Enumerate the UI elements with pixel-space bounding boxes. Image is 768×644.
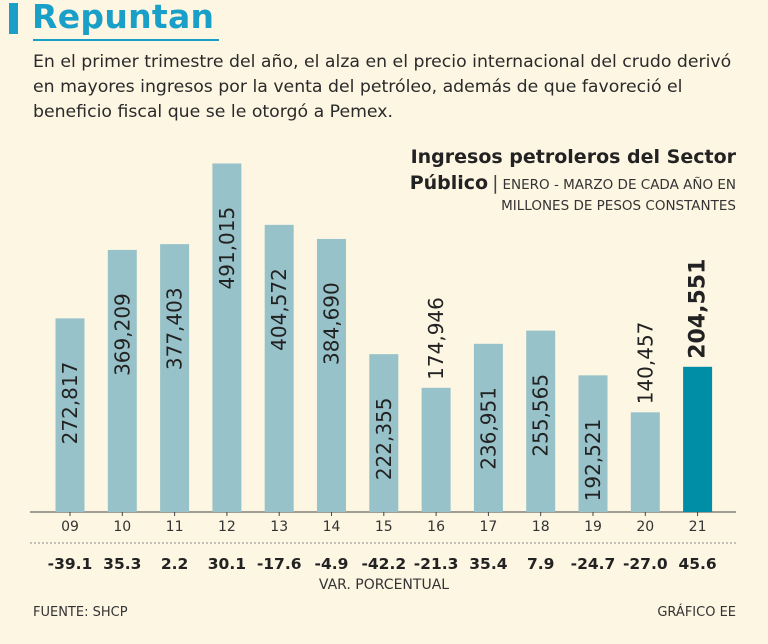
pct-change-12: 30.1 xyxy=(208,555,246,573)
pct-change-10: 35.3 xyxy=(103,555,141,573)
page-title: Repuntan xyxy=(32,0,215,36)
pct-change-13: -17.6 xyxy=(257,555,302,573)
chart-title-separator: | xyxy=(492,172,499,194)
bar-20 xyxy=(630,412,660,512)
bar-17 xyxy=(473,343,503,512)
value-label-18: 255,565 xyxy=(529,374,553,457)
bar-12 xyxy=(212,163,242,512)
pct-change-21: 45.6 xyxy=(678,555,716,573)
value-label-09: 272,817 xyxy=(58,362,82,445)
chart-title-line1: Ingresos petroleros del Sector xyxy=(410,146,736,168)
category-label-15: 15 xyxy=(375,519,393,535)
pct-change-14: -4.9 xyxy=(315,555,349,573)
chart-unit-line2: MILLONES DE PESOS CONSTANTES xyxy=(501,198,736,214)
source-note: FUENTE: SHCP xyxy=(33,605,128,620)
category-label-14: 14 xyxy=(323,519,341,535)
category-label-13: 13 xyxy=(270,519,288,535)
page-subtitle: En el primer trimestre del año, el alza … xyxy=(33,52,732,122)
bar-10 xyxy=(107,249,137,512)
bar-18 xyxy=(526,330,556,512)
bar-16 xyxy=(421,387,451,512)
value-label-20: 140,457 xyxy=(633,322,657,405)
category-label-19: 19 xyxy=(584,519,602,535)
title-underline xyxy=(33,39,219,41)
value-label-12: 491,015 xyxy=(215,207,239,290)
bar-21 xyxy=(683,366,713,512)
value-label-19: 192,521 xyxy=(581,419,605,502)
graphic-credit: GRÁFICO EE xyxy=(657,605,736,620)
bar-19 xyxy=(578,375,608,512)
category-label-12: 12 xyxy=(218,519,236,535)
category-label-18: 18 xyxy=(532,519,550,535)
pct-change-11: 2.2 xyxy=(161,555,188,573)
category-label-09: 09 xyxy=(61,519,79,535)
bar-14 xyxy=(317,238,346,512)
category-label-21: 21 xyxy=(689,519,707,535)
value-label-14: 384,690 xyxy=(320,282,344,365)
value-label-16: 174,946 xyxy=(424,297,448,380)
value-label-15: 222,355 xyxy=(372,397,396,480)
category-label-20: 20 xyxy=(636,519,654,535)
pct-change-16: -21.3 xyxy=(414,555,459,573)
value-label-11: 377,403 xyxy=(163,287,187,370)
pct-change-19: -24.7 xyxy=(571,555,616,573)
category-label-16: 16 xyxy=(427,519,445,535)
value-label-17: 236,951 xyxy=(476,387,500,470)
value-label-13: 404,572 xyxy=(267,268,291,351)
value-label-21: 204,551 xyxy=(686,259,711,359)
bar-13 xyxy=(264,224,294,513)
bar-09 xyxy=(55,318,85,512)
chart-unit-line1: ENERO - MARZO DE CADA AÑO EN xyxy=(502,177,737,193)
value-label-10: 369,209 xyxy=(110,293,134,376)
chart-title-line2: Público xyxy=(409,172,489,194)
chart-title: Ingresos petroleros del Sector Público | E… xyxy=(410,144,736,198)
pct-change-15: -42.2 xyxy=(361,555,406,573)
pct-change-20: -27.0 xyxy=(623,555,668,573)
bar-11 xyxy=(160,244,190,513)
pct-change-18: 7.9 xyxy=(527,555,554,573)
pct-change-17: 35.4 xyxy=(469,555,507,573)
pct-change-09: -39.1 xyxy=(48,555,93,573)
category-label-17: 17 xyxy=(479,519,497,535)
title-accent-bar xyxy=(9,3,18,34)
pct-change-label: VAR. PORCENTUAL xyxy=(318,577,450,593)
category-label-11: 11 xyxy=(166,519,184,535)
chart-title-line2-wrap: Público | ENERO - MARZO DE CADA AÑO EN xyxy=(410,170,736,198)
category-label-10: 10 xyxy=(113,519,131,535)
bar-15 xyxy=(369,354,399,512)
